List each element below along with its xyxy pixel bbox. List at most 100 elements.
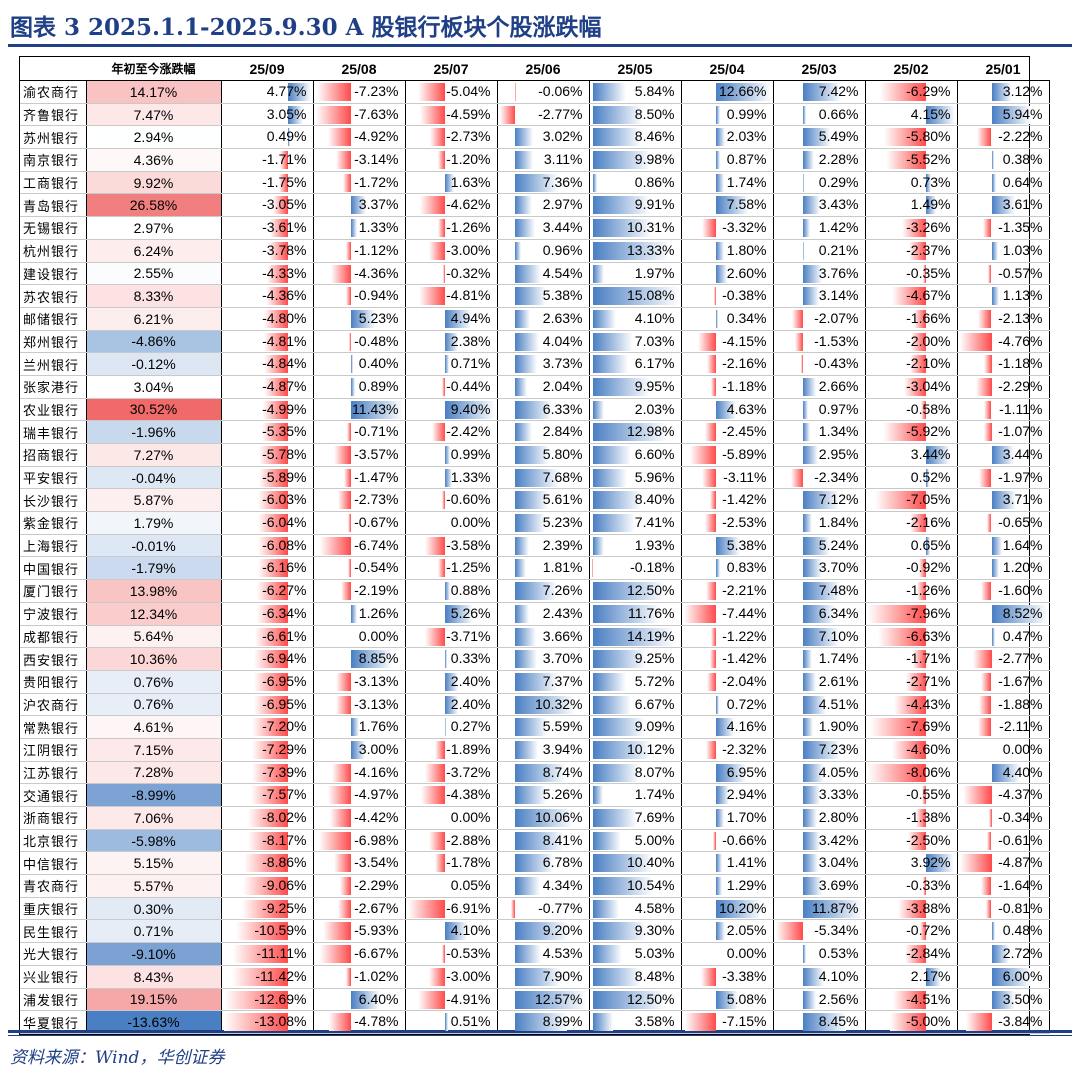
table-row: 苏农银行 8.33% -4.36% -0.94% -4.81% 5.38% 15.08% -0…	[20, 284, 1050, 308]
monthly-change-cell: -1.75%	[221, 171, 314, 195]
monthly-change-cell: 0.89%	[313, 375, 406, 399]
monthly-change-cell: -0.66%	[681, 829, 774, 853]
table-row: 杭州银行 6.24% -3.78% -1.12% -3.00% 0.96% 13.33% 1.…	[20, 239, 1050, 263]
monthly-value-label: 10.12%	[627, 740, 675, 757]
monthly-change-cell: -2.67%	[313, 897, 406, 921]
data-bar	[991, 287, 999, 306]
monthly-value-label: 3.00%	[358, 740, 399, 757]
ytd-change-cell: 8.43%	[86, 965, 222, 989]
monthly-value-label: 1.80%	[726, 241, 767, 258]
data-bar	[430, 128, 445, 147]
monthly-value-label: 1.64%	[1002, 536, 1043, 553]
monthly-change-cell: -0.81%	[957, 897, 1050, 921]
monthly-change-cell: 8.52%	[957, 602, 1050, 626]
monthly-value-label: 1.97%	[634, 264, 675, 281]
monthly-change-cell: 8.40%	[589, 488, 682, 513]
data-bar	[434, 740, 445, 759]
monthly-change-cell: 5.61%	[497, 488, 590, 513]
monthly-change-cell: -0.18%	[589, 556, 682, 581]
data-bar	[515, 355, 537, 374]
monthly-change-cell: 2.38%	[405, 330, 498, 354]
monthly-change-cell: -0.60%	[405, 488, 498, 513]
monthly-value-label: -4.37%	[998, 786, 1043, 803]
data-bar	[435, 854, 445, 873]
data-bar	[350, 650, 392, 669]
monthly-value-label: 1.13%	[1002, 287, 1043, 304]
monthly-change-cell: 10.40%	[589, 851, 682, 876]
data-bar	[925, 536, 931, 555]
data-bar	[444, 718, 447, 737]
monthly-value-label: -3.57%	[354, 446, 399, 462]
monthly-value-label: 0.00%	[450, 514, 491, 531]
monthly-change-cell: -8.17%	[221, 829, 314, 853]
monthly-value-label: 0.87%	[726, 151, 767, 168]
monthly-value-label: -3.26%	[906, 219, 951, 236]
data-bar	[802, 219, 811, 238]
monthly-value-label: 10.40%	[627, 854, 675, 871]
monthly-change-cell: 1.26%	[313, 602, 406, 626]
data-bar	[716, 241, 724, 260]
monthly-value-label: -6.91%	[446, 899, 491, 916]
data-bar	[315, 105, 351, 124]
monthly-change-cell: -7.57%	[221, 783, 314, 807]
monthly-change-cell: 0.00%	[405, 511, 498, 535]
data-bar	[977, 309, 992, 328]
monthly-value-label: 9.95%	[634, 377, 675, 394]
monthly-value-label: 4.15%	[910, 105, 951, 122]
monthly-value-label: -6.16%	[262, 559, 307, 576]
data-bar	[713, 831, 717, 850]
monthly-change-cell: 1.03%	[957, 239, 1050, 263]
monthly-change-cell: 4.58%	[589, 897, 682, 921]
monthly-value-label: 0.00%	[358, 627, 399, 644]
monthly-change-cell: 8.74%	[497, 761, 590, 785]
data-bar	[915, 809, 926, 827]
data-bar	[348, 559, 351, 578]
data-bar	[802, 718, 813, 737]
data-bar	[991, 559, 1000, 578]
monthly-value-label: 13.33%	[627, 241, 675, 258]
data-bar	[592, 400, 605, 419]
bank-name: 成都银行	[20, 625, 87, 649]
monthly-change-cell: 1.20%	[957, 556, 1050, 581]
monthly-value-label: 3.69%	[818, 877, 859, 894]
monthly-change-cell: 1.80%	[681, 239, 774, 263]
monthly-change-cell: -9.25%	[221, 897, 314, 921]
data-bar	[710, 627, 717, 646]
data-bar	[716, 83, 772, 101]
data-bar	[592, 877, 654, 896]
data-bar	[592, 287, 680, 306]
ytd-change-cell: 1.79%	[86, 511, 222, 535]
bank-name: 浙商银行	[20, 806, 87, 830]
table-row: 交通银行 -8.99% -7.57% -4.97% -4.38% 5.26% 1.74% 2.…	[20, 783, 1050, 807]
data-bar	[977, 718, 992, 737]
monthly-change-cell: 2.43%	[497, 602, 590, 626]
monthly-value-label: -7.15%	[722, 1013, 767, 1030]
data-bar	[287, 83, 312, 101]
data-bar	[802, 446, 818, 464]
ytd-change-cell: 5.57%	[86, 874, 222, 898]
monthly-change-cell: 5.23%	[313, 307, 406, 331]
data-bar	[340, 582, 351, 601]
monthly-change-cell: 3.00%	[313, 738, 406, 762]
monthly-value-label: -4.67%	[906, 287, 951, 304]
monthly-change-cell: 5.00%	[589, 829, 682, 853]
data-bar	[252, 718, 288, 737]
monthly-value-label: -2.34%	[814, 468, 859, 485]
monthly-value-label: 2.94%	[726, 786, 767, 803]
monthly-value-label: 2.97%	[542, 196, 583, 213]
data-bar	[800, 355, 803, 374]
monthly-value-label: -0.77%	[538, 899, 583, 916]
data-bar	[716, 128, 725, 147]
monthly-change-cell: -4.51%	[865, 988, 958, 1012]
monthly-change-cell: -1.64%	[957, 874, 1050, 898]
bank-name: 民生银行	[20, 919, 87, 944]
data-bar	[515, 831, 564, 850]
monthly-value-label: 0.71%	[450, 355, 491, 372]
data-bar	[336, 151, 351, 170]
ytd-change-cell: -1.96%	[86, 420, 222, 444]
monthly-change-cell: 12.50%	[589, 579, 682, 603]
monthly-change-cell: -4.91%	[405, 988, 498, 1012]
data-bar	[991, 196, 1016, 215]
data-bar	[923, 877, 926, 896]
monthly-value-label: 2.40%	[450, 695, 491, 712]
